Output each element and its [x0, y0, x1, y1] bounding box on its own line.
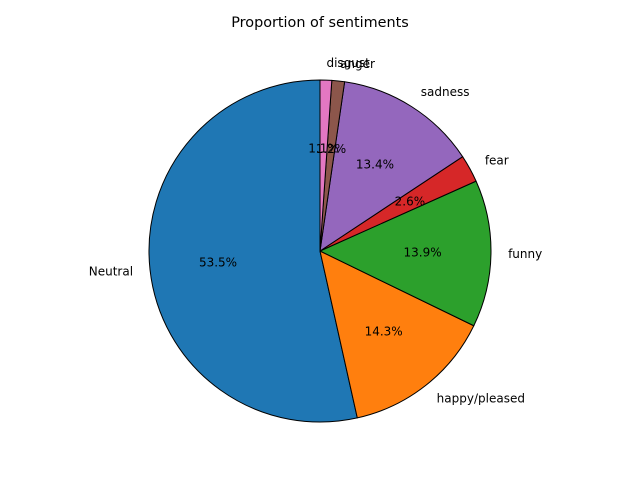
slice-percent-fear: 2.6%	[395, 195, 426, 209]
slice-label-disgust: disgust	[326, 56, 370, 70]
pie-slices	[148, 79, 492, 423]
slice-label-sadness: sadness	[421, 85, 470, 99]
pie-percent-labels: 53.5% 14.3% 13.9% 2.6% 13.4% 1.2%1.1%	[199, 141, 442, 338]
slice-percent-sadness: 13.4%	[356, 157, 394, 171]
slice-percent-disgust: 1.1%	[308, 141, 339, 155]
pie-slice-neutral	[148, 79, 358, 423]
pie-slice-happy-pleased	[319, 250, 475, 419]
slice-percent-funny: 13.9%	[404, 246, 442, 260]
slice-label-happy-pleased: happy/pleased	[437, 392, 525, 406]
pie-slice-funny	[319, 180, 492, 327]
pie-slice-sadness	[319, 81, 464, 252]
pie-slice-labels: Neutral happy/pleased funny fear sadness ange…	[89, 56, 542, 406]
slice-label-fear: fear	[485, 153, 509, 167]
pie-slice-disgust	[319, 79, 333, 252]
chart-title: Proportion of sentiments	[231, 15, 409, 31]
slice-percent-neutral: 53.5%	[199, 255, 237, 269]
slice-label-anger: anger	[340, 57, 375, 71]
slice-label-funny: funny	[508, 247, 542, 261]
slice-percent-happy-pleased: 14.3%	[365, 324, 403, 338]
slice-percent-anger: 1.2%	[316, 142, 347, 156]
slice-label-neutral: Neutral	[89, 265, 133, 279]
